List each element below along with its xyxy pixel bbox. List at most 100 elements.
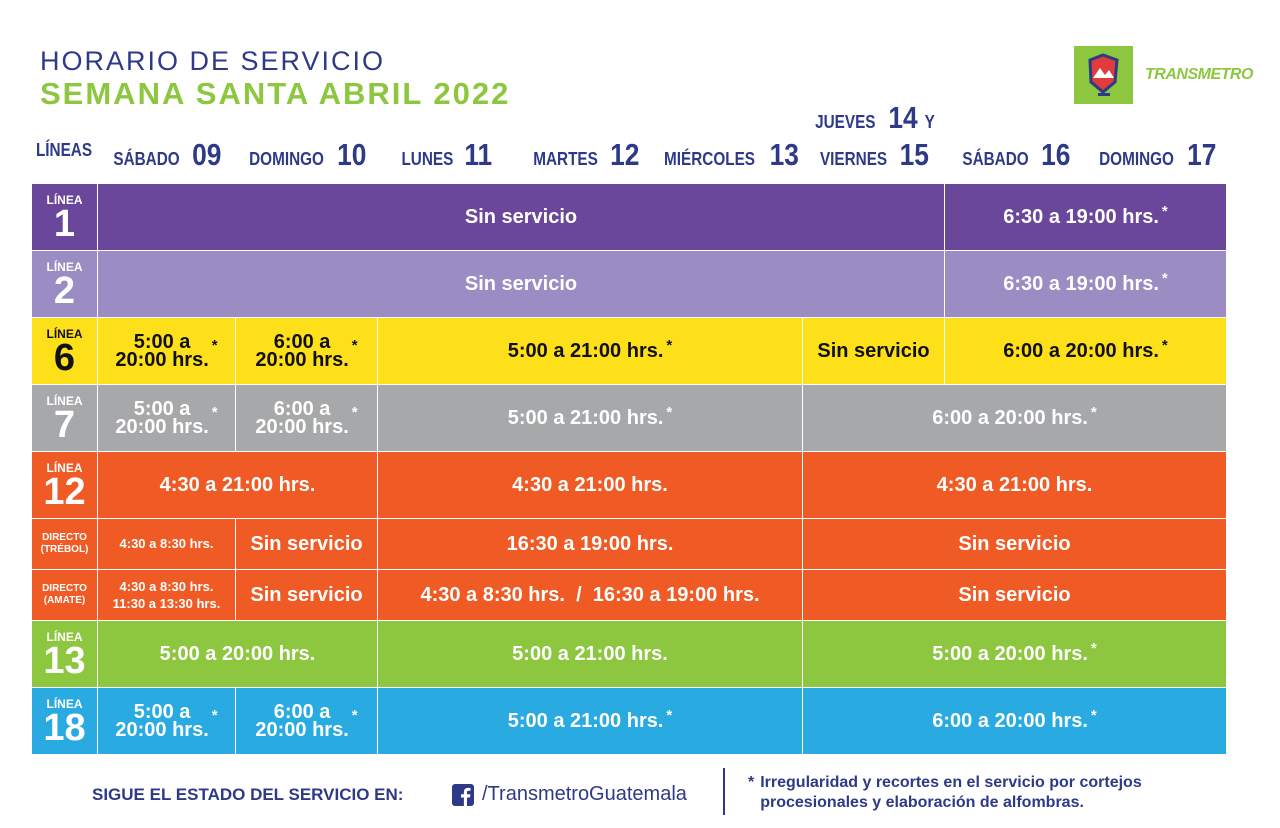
schedule-cell: 6:00 a 20:00 hrs. *	[802, 385, 1226, 451]
asterisk: *	[1161, 337, 1168, 354]
cell-text: 6:00 a 20:00 hrs.	[1003, 339, 1159, 363]
footer-follow: SIGUE EL ESTADO DEL SERVICIO EN:	[92, 785, 403, 805]
day-name: JUEVES	[815, 112, 876, 132]
day-number: 15	[900, 137, 930, 172]
cell-line: 6:00 a 20:00 hrs.	[932, 407, 1088, 429]
schedule-cell: 16:30 a 19:00 hrs.	[377, 519, 802, 569]
asterisk: *	[1090, 640, 1097, 657]
line-label: LÍNEA 18	[32, 688, 97, 754]
asterisk: *	[351, 707, 358, 724]
line-label: LÍNEA 2	[32, 251, 97, 317]
cell-line: 5:00 a	[133, 398, 191, 420]
cell-text: 5:00 a 20:00 hrs.	[115, 398, 208, 437]
cell-text: 4:30 a 8:30 hrs.	[120, 532, 214, 556]
day-number: 09	[192, 137, 222, 172]
table-row: LÍNEA 13 5:00 a 20:00 hrs. 5:00 a 21:00 hrs…	[32, 620, 1226, 687]
asterisk: *	[211, 404, 218, 421]
day-header: VIERNES 15	[814, 137, 932, 173]
label-prefix: LÍNEA	[46, 460, 83, 475]
cell-line: 5:00 a 20:00 hrs.	[932, 643, 1088, 665]
schedule-cell: 6:30 a 19:00 hrs. *	[944, 184, 1226, 250]
schedule-cell: 6:00 a 20:00 hrs. *	[944, 318, 1226, 384]
cell-text: 6:00 a 20:00 hrs.	[255, 332, 348, 370]
cell-line: Sin servicio	[250, 584, 363, 606]
cell-line: Sin servicio	[817, 340, 930, 362]
cell-line: 4:30 a 21:00 hrs.	[512, 474, 668, 496]
day-name: DOMINGO	[249, 149, 324, 169]
table-row: LÍNEA 18 5:00 a 20:00 hrs. * 6:00 a 20:00 hrs.…	[32, 687, 1226, 754]
schedule-cell: Sin servicio	[802, 519, 1226, 569]
line-label: LÍNEA 12	[32, 452, 97, 518]
cell-text: 4:30 a 8:30 hrs. / 16:30 a 19:00 hrs.	[420, 583, 759, 607]
day-name: MARTES	[533, 149, 598, 169]
schedule-cell: 5:00 a 20:00 hrs.	[97, 621, 377, 687]
label-number: 7	[53, 403, 76, 446]
label-number: (AMATE)	[43, 595, 86, 606]
cell-text: 6:30 a 19:00 hrs.	[1003, 272, 1159, 296]
cell-text: 4:30 a 21:00 hrs.	[512, 473, 668, 497]
asterisk: *	[666, 337, 673, 354]
day-header: SÁBADO 09	[108, 137, 225, 173]
asterisk: *	[211, 337, 218, 354]
cell-line: 5:00 a	[133, 701, 191, 723]
cell-text: 6:30 a 19:00 hrs.	[1003, 205, 1159, 229]
logo-emblem	[1088, 53, 1119, 96]
day-header: SÁBADO 16	[956, 137, 1073, 173]
line-label: LÍNEA 6	[32, 318, 97, 384]
title: HORARIO DE SERVICIO	[40, 46, 386, 76]
cell-line: Sin servicio	[958, 533, 1071, 555]
label-prefix: DIRECTO	[42, 583, 87, 594]
cell-line: 4:30 a 21:00 hrs.	[936, 474, 1093, 496]
cell-line: 5:00 a 21:00 hrs.	[507, 340, 664, 362]
asterisk: *	[666, 404, 673, 421]
label-prefix: LÍNEA	[46, 326, 83, 341]
cell-line: 20:00 hrs.	[115, 719, 209, 741]
cell-line: 5:00 a 21:00 hrs.	[507, 407, 664, 429]
label-prefix: LÍNEA	[46, 696, 83, 711]
day-name: VIERNES	[819, 149, 888, 169]
label-number: 13	[43, 639, 86, 682]
day-header: JUEVES 14 Y	[810, 100, 936, 136]
schedule-cell: 5:00 a 21:00 hrs. *	[377, 318, 802, 384]
label-prefix: LÍNEA	[46, 393, 83, 408]
day-number: 11	[464, 137, 493, 172]
schedule-cell: Sin servicio	[235, 570, 377, 620]
footer-note: * Irregularidad y recortes en el servicio…	[748, 773, 1142, 813]
label-prefix: DIRECTO	[42, 532, 87, 543]
cell-line: 6:30 a 19:00 hrs.	[1003, 206, 1159, 228]
schedule-cell: Sin servicio	[97, 184, 944, 250]
day-name: LUNES	[401, 149, 454, 169]
cell-line: 4:30 a 21:00 hrs.	[159, 474, 316, 496]
schedule-cell: 6:00 a 20:00 hrs. *	[235, 385, 377, 451]
day-header: DOMINGO 17	[1092, 137, 1219, 173]
cell-text: Sin servicio	[958, 532, 1070, 556]
cell-text: Sin servicio	[250, 583, 362, 607]
schedule-cell: Sin servicio	[97, 251, 944, 317]
schedule-cell: 5:00 a 21:00 hrs.	[377, 621, 802, 687]
cell-text: 6:00 a 20:00 hrs.	[255, 399, 349, 438]
schedule-cell: 5:00 a 21:00 hrs. *	[377, 385, 802, 451]
day-number: 17	[1187, 137, 1217, 172]
cell-line: Sin servicio	[464, 206, 578, 228]
day-number: 13	[769, 137, 799, 172]
table-row: LÍNEA 6 5:00 a 20:00 hrs. * 6:00 a 20:00 hrs. *…	[32, 317, 1226, 384]
cell-text: 5:00 a 20:00 hrs.	[932, 642, 1088, 666]
cell-text: Sin servicio	[465, 272, 577, 296]
corner-label: LÍNEAS	[35, 140, 93, 160]
day-joiner: Y	[925, 112, 936, 132]
subtitle: SEMANA SANTA ABRIL 2022	[40, 76, 511, 111]
schedule-cell: 6:30 a 19:00 hrs. *	[944, 251, 1226, 317]
cell-line: Sin servicio	[464, 273, 578, 295]
label-prefix: LÍNEA	[46, 259, 83, 274]
line-label: LÍNEA 13	[32, 621, 97, 687]
cell-line: 20:00 hrs.	[255, 416, 349, 438]
asterisk: *	[351, 337, 358, 354]
cell-text: 5:00 a 20:00 hrs.	[115, 332, 209, 371]
cell-text: 4:30 a 21:00 hrs.	[937, 473, 1093, 497]
cell-line: Sin servicio	[958, 584, 1071, 606]
cell-line: 20:00 hrs.	[115, 349, 209, 371]
schedule-cell: 4:30 a 21:00 hrs.	[377, 452, 802, 518]
schedule-cell: 5:00 a 20:00 hrs. *	[802, 621, 1226, 687]
logo	[1074, 46, 1133, 104]
divider	[723, 768, 725, 815]
